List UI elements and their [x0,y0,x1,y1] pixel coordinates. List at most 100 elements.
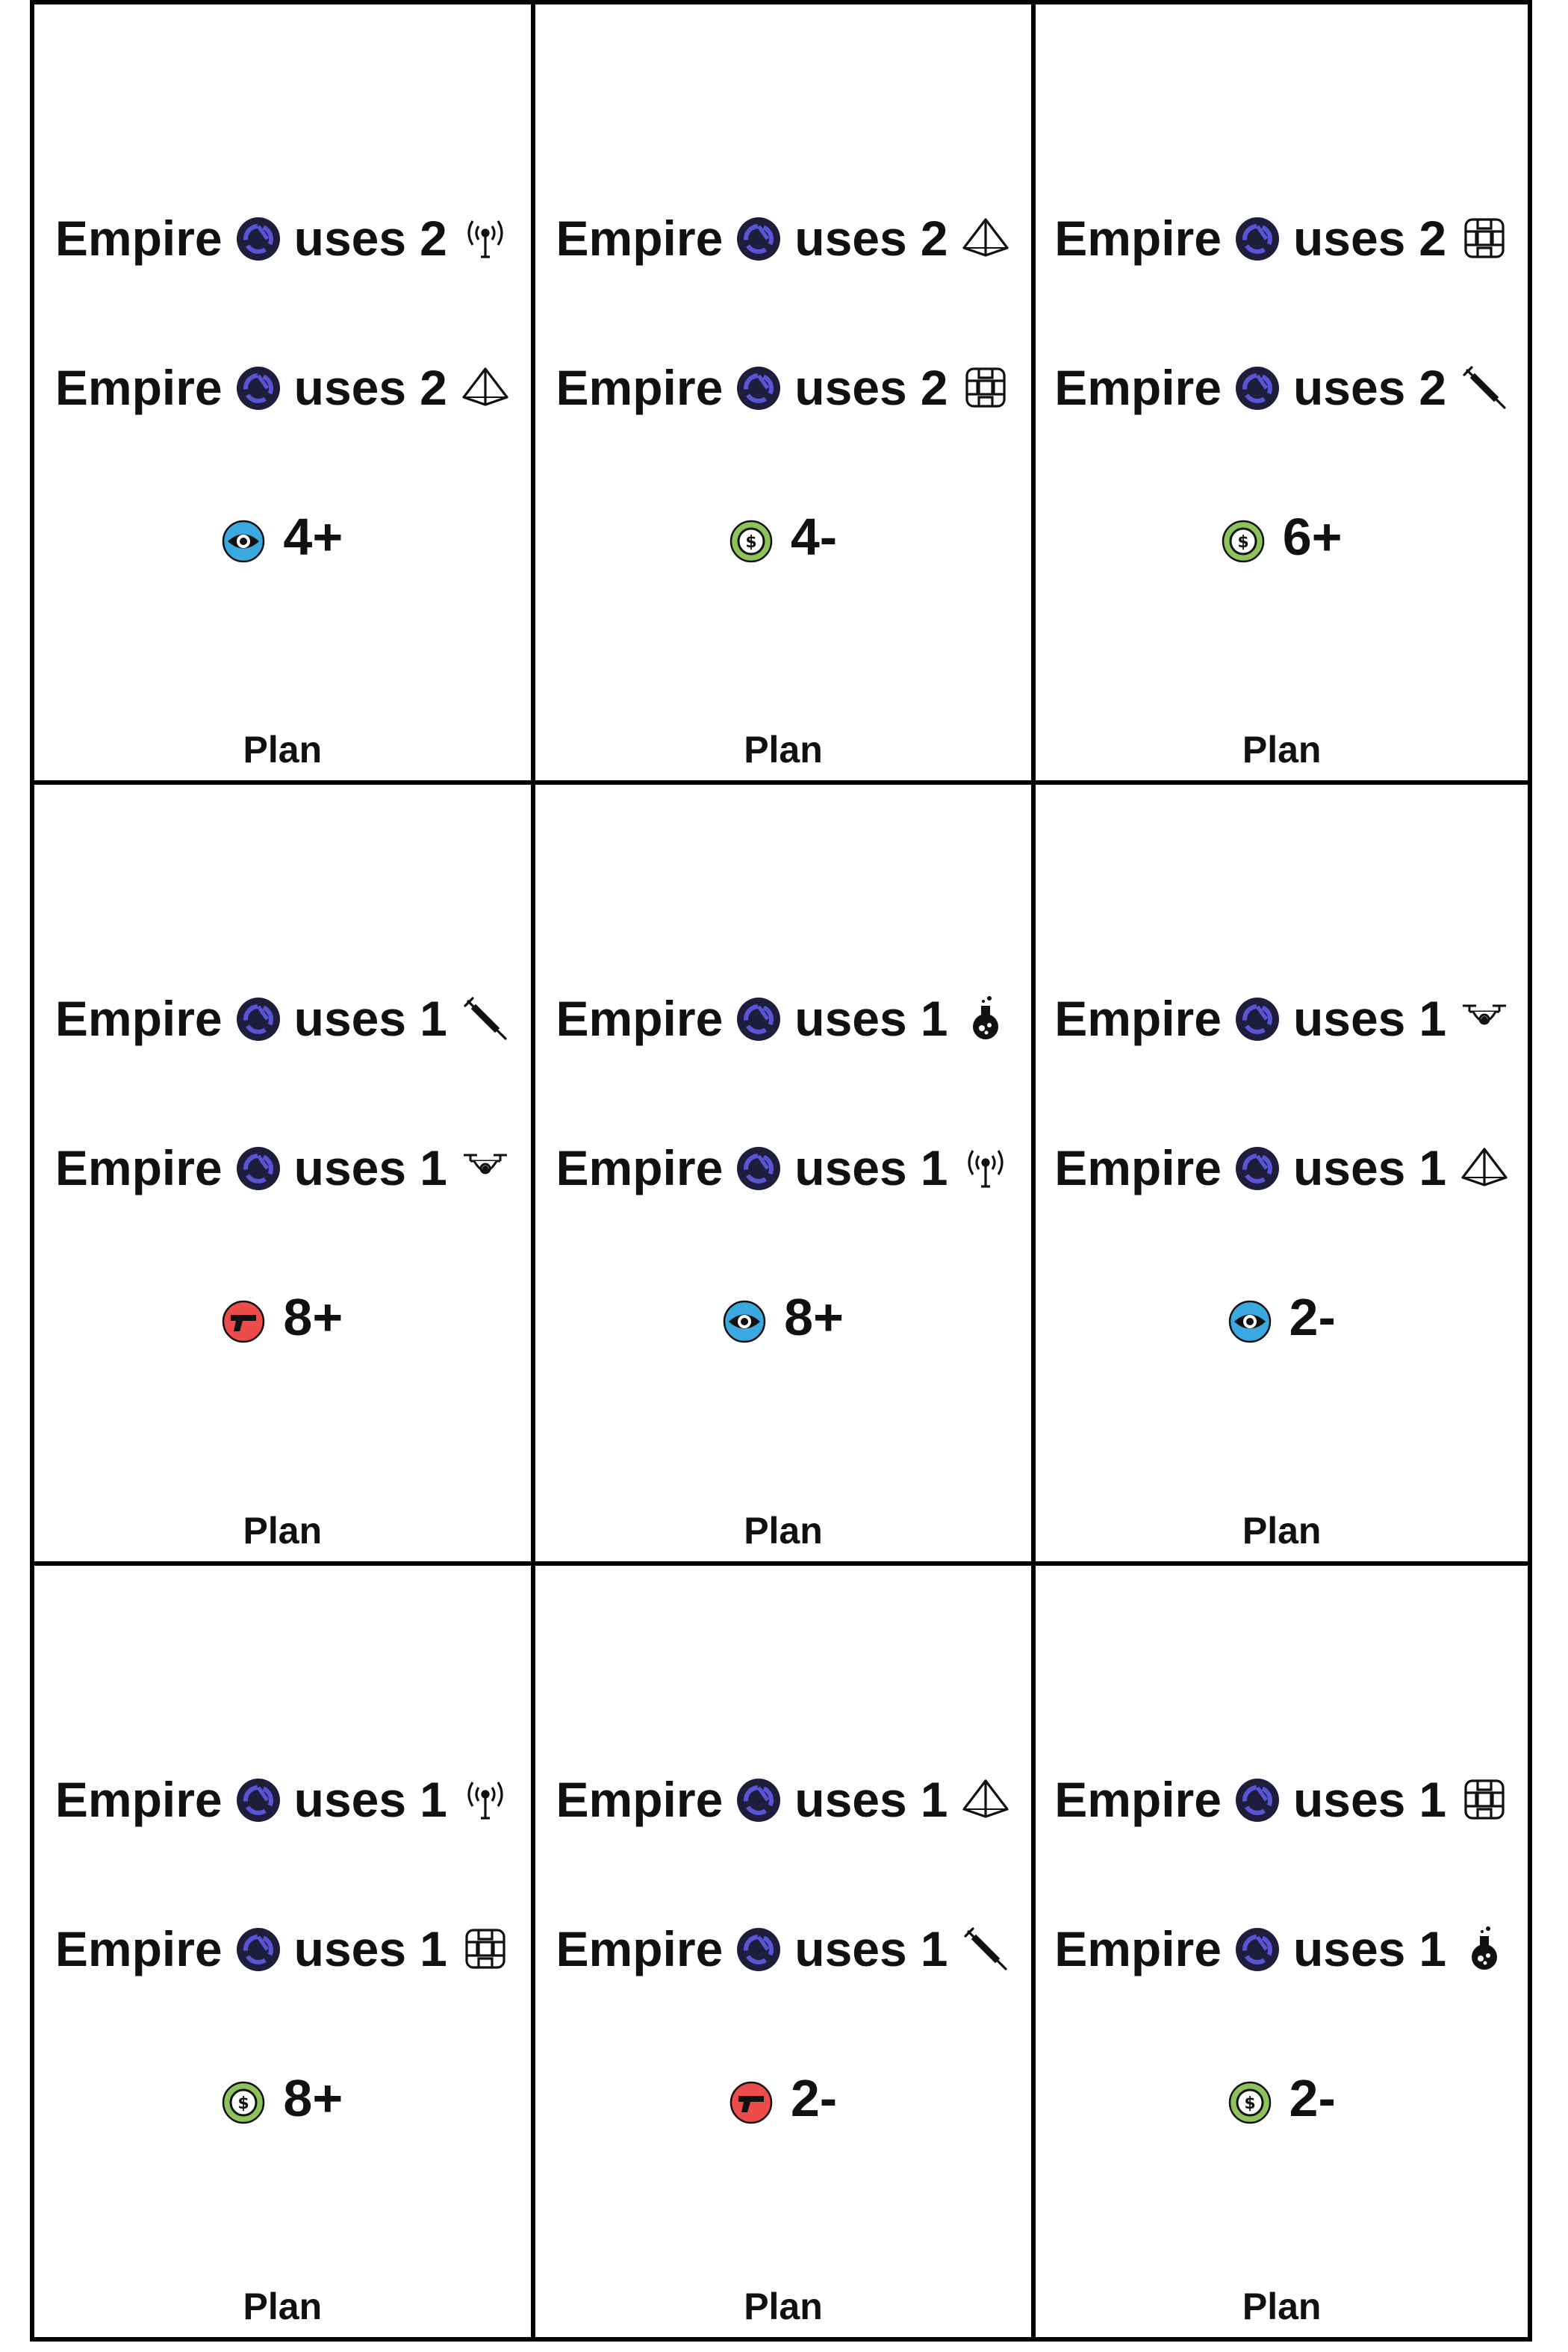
faction-icon [236,1145,281,1191]
dollar-icon: $ [729,515,773,563]
card-rule-line: Empire uses 2 [34,197,531,279]
card-threshold: 2- [1036,1276,1528,1358]
card-threshold: $8+ [34,2057,531,2139]
rule-count: 2 [920,211,948,266]
faction-icon [1235,996,1280,1042]
rule-verb: uses [1292,1140,1406,1196]
threshold-value: 2- [1289,1288,1336,1347]
threshold-value: 4- [790,508,838,566]
drone-icon [1460,994,1509,1043]
plan-card: Empire uses 1 Empire uses 1 2- Plan [530,1561,1036,2342]
faction-icon [736,996,781,1042]
card-rule-line: Empire uses 1 [34,1758,531,1841]
svg-text:$: $ [1237,533,1248,552]
card-threshold: $6+ [1036,496,1528,578]
rule-subject: Empire [1054,360,1222,415]
card-footer-label: Plan [744,729,823,771]
svg-text:$: $ [1244,2094,1255,2113]
card-rule-line: Empire uses 1 [535,977,1032,1060]
rule-verb: uses [794,1771,907,1827]
drone-icon [461,1143,510,1192]
rule-count: 1 [920,1920,948,1976]
rule-verb: uses [794,211,907,266]
rule-subject: Empire [556,991,724,1047]
flask-icon [961,994,1010,1043]
card-threshold: 4+ [34,496,531,578]
eye-icon [1228,1295,1272,1343]
faction-icon [736,1777,781,1822]
card-rule-line: Empire uses 1 [34,1127,531,1209]
pyramid-icon [961,214,1010,263]
plan-card: Empire uses 1 Empire uses 1 8+ Plan [30,780,535,1566]
faction-icon [1235,365,1280,410]
rule-subject: Empire [55,211,223,266]
card-footer-label: Plan [243,2285,323,2327]
plan-card: Empire uses 1 Empire uses 1 $8+ Plan [30,1561,535,2342]
rule-verb: uses [293,1140,407,1196]
card-footer-label: Plan [1242,2285,1322,2327]
gun-icon [222,1295,265,1343]
plan-card: Empire uses 2 Empire uses 2 $4- Plan [530,0,1036,785]
faction-icon [736,216,781,261]
rule-verb: uses [794,1920,907,1976]
card-rule-line: Empire uses 1 [535,1127,1032,1209]
rule-subject: Empire [55,1920,223,1976]
rule-subject: Empire [556,1140,724,1196]
rule-subject: Empire [556,1771,724,1827]
card-footer-label: Plan [1242,1509,1322,1552]
rule-subject: Empire [1054,1771,1222,1827]
antenna-icon [461,1775,510,1824]
threshold-value: 8+ [784,1288,844,1347]
rule-verb: uses [1292,991,1406,1047]
dollar-icon: $ [1222,515,1265,563]
card-rule-line: Empire uses 1 [34,977,531,1060]
rule-subject: Empire [556,360,724,415]
rule-subject: Empire [55,1140,223,1196]
eye-icon [723,1295,766,1343]
svg-text:$: $ [745,533,756,552]
faction-icon [1235,1145,1280,1191]
card-threshold: 2- [535,2057,1032,2139]
rule-subject: Empire [55,360,223,415]
card-threshold: 8+ [34,1276,531,1358]
rule-verb: uses [293,1771,407,1827]
syringe-icon [461,994,510,1043]
faction-icon [236,365,281,410]
card-rule-line: Empire uses 1 [1036,977,1528,1060]
threshold-value: 8+ [283,1288,343,1347]
rule-subject: Empire [556,1920,724,1976]
chip-icon [461,1924,510,1973]
rule-subject: Empire [556,211,724,266]
chip-icon [961,363,1010,412]
rule-count: 1 [920,1140,948,1196]
rule-count: 2 [1419,211,1447,266]
threshold-value: 2- [790,2068,838,2127]
rule-count: 1 [1419,1771,1447,1827]
faction-icon [236,1926,281,1971]
card-sheet: Empire uses 2 Empire uses 2 4+ Plan Empire uses 2 E… [30,0,1532,2342]
syringe-icon [1460,363,1509,412]
faction-icon [1235,216,1280,261]
card-footer-label: Plan [243,729,323,771]
card-rule-line: Empire uses 2 [535,346,1032,429]
rule-subject: Empire [1054,991,1222,1047]
rule-verb: uses [1292,1920,1406,1976]
antenna-icon [961,1143,1010,1192]
threshold-value: 6+ [1282,508,1343,566]
pyramid-icon [961,1775,1010,1824]
card-threshold: 8+ [535,1276,1032,1358]
rule-subject: Empire [1054,211,1222,266]
card-rule-line: Empire uses 2 [34,346,531,429]
rule-verb: uses [1292,211,1406,266]
rule-verb: uses [794,991,907,1047]
card-rule-line: Empire uses 2 [1036,197,1528,279]
rule-subject: Empire [1054,1920,1222,1976]
card-footer-label: Plan [744,2285,823,2327]
chip-icon [1460,1775,1509,1824]
rule-count: 1 [1419,991,1447,1047]
rule-subject: Empire [55,1771,223,1827]
card-rule-line: Empire uses 1 [1036,1758,1528,1841]
card-rule-line: Empire uses 1 [535,1908,1032,1990]
rule-count: 1 [1419,1920,1447,1976]
antenna-icon [461,214,510,263]
